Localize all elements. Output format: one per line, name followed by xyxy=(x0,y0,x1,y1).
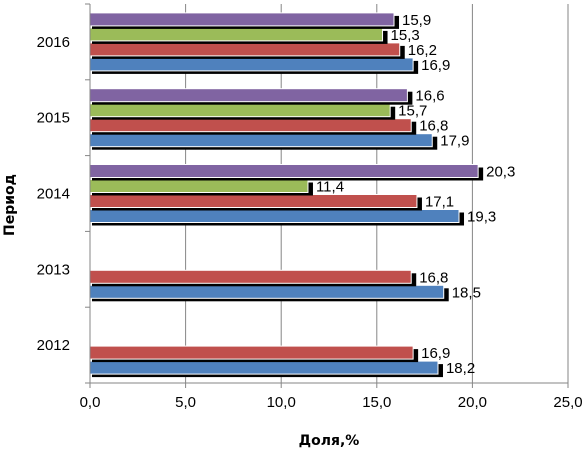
axes: 0,0 5,0 10,0 15,0 20,0 25,0 2012 2013 2014 2015 20… xyxy=(37,3,583,411)
x-tick-label: 0,0 xyxy=(80,394,101,411)
data-label-2014-s3: 11,4 xyxy=(316,179,344,196)
data-labels: 18,216,918,516,819,317,111,420,317,916,8… xyxy=(316,12,515,377)
data-label-2013-s1: 18,5 xyxy=(452,284,481,301)
bar-2012-s2 xyxy=(89,345,414,360)
data-label-2015-s3: 15,7 xyxy=(398,103,427,120)
x-tick-label: 15,0 xyxy=(362,394,391,411)
data-label-2012-s2: 16,9 xyxy=(421,345,450,362)
data-label-2014-s4: 20,3 xyxy=(486,164,515,181)
bar-2015-s3 xyxy=(89,103,391,118)
bar-2014-s1 xyxy=(89,209,460,223)
y-axis-title: Период xyxy=(2,174,18,236)
data-label-2015-s4: 16,6 xyxy=(415,88,444,105)
bar-2015-s1 xyxy=(89,133,433,148)
x-tick-label: 25,0 xyxy=(553,394,582,411)
data-label-2016-s1: 16,9 xyxy=(421,57,450,74)
data-label-2014-s1: 19,3 xyxy=(467,209,496,226)
data-label-2016-s3: 15,3 xyxy=(391,27,420,44)
bars xyxy=(89,12,484,378)
bar-2014-s2 xyxy=(89,194,418,208)
x-axis-title: Доля,% xyxy=(299,433,360,449)
bar-2013-s2 xyxy=(89,269,412,284)
data-label-2013-s2: 16,8 xyxy=(419,269,448,286)
data-label-2015-s1: 17,9 xyxy=(440,133,469,150)
x-tick-label: 20,0 xyxy=(458,394,487,411)
bar-2012-s1 xyxy=(89,360,439,375)
bar-2015-s2 xyxy=(89,118,412,133)
x-tick-label: 10,0 xyxy=(267,394,296,411)
y-tick-label-2013: 2013 xyxy=(37,261,70,278)
bar-2015-s4 xyxy=(89,88,408,103)
y-tick-label-2015: 2015 xyxy=(37,110,70,127)
data-label-2016-s4: 15,9 xyxy=(402,12,431,29)
data-label-2014-s2: 17,1 xyxy=(425,194,454,211)
y-tick-label-2012: 2012 xyxy=(37,337,70,354)
data-label-2015-s2: 16,8 xyxy=(419,118,448,135)
data-label-2012-s1: 18,2 xyxy=(446,360,475,377)
bar-2014-s3 xyxy=(89,179,309,193)
bar-2013-s1 xyxy=(89,284,445,299)
data-label-2016-s2: 16,2 xyxy=(408,42,437,59)
x-tick-label: 5,0 xyxy=(175,394,196,411)
y-tick-label-2014: 2014 xyxy=(37,186,70,203)
bar-2016-s3 xyxy=(89,27,384,42)
bar-2016-s4 xyxy=(89,12,395,27)
bar-2016-s1 xyxy=(89,57,414,72)
bar-2014-s4 xyxy=(89,164,479,178)
y-tick-label-2016: 2016 xyxy=(37,34,70,51)
bar-2016-s2 xyxy=(89,42,401,57)
